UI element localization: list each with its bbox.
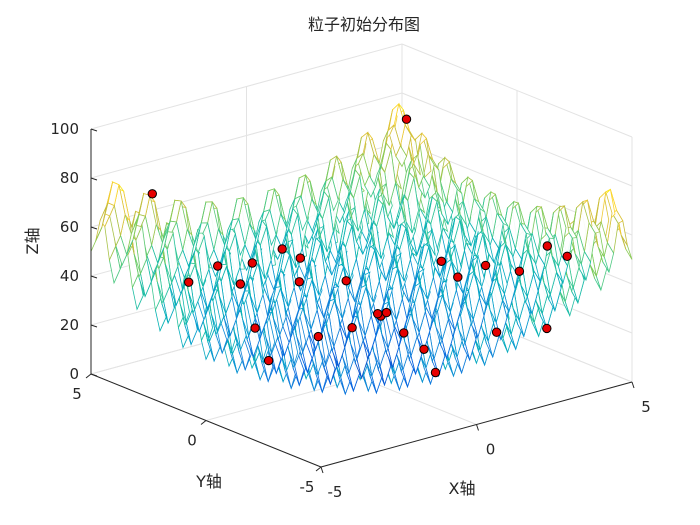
particle-marker xyxy=(295,253,305,263)
z-tick-label: 100 xyxy=(50,120,79,138)
z-axis-label: Z轴 xyxy=(23,228,42,255)
particle-marker xyxy=(277,244,287,254)
particle-marker xyxy=(401,114,412,124)
particle-marker xyxy=(213,261,223,271)
particle-marker xyxy=(381,307,392,318)
x-tick xyxy=(631,381,635,389)
y-tick-label: 0 xyxy=(187,432,197,450)
particle-marker xyxy=(263,355,274,366)
surface-mesh xyxy=(90,102,633,396)
particle-marker xyxy=(373,309,383,319)
particle-marker xyxy=(294,277,304,287)
y-tick xyxy=(200,420,207,425)
z-tick xyxy=(90,373,98,377)
particle-marker xyxy=(491,327,502,337)
particle-marker xyxy=(313,331,323,342)
z-tick xyxy=(90,324,98,328)
particle-marker xyxy=(542,241,552,251)
axes-frame: -5 0 5 -5 0 5 0 20 40 60 80 100 xyxy=(50,120,650,501)
z-tick-label: 0 xyxy=(69,365,79,383)
z-tick xyxy=(90,128,98,132)
z-tick xyxy=(90,226,98,230)
y-tick-label: 5 xyxy=(72,385,82,403)
particle-marker xyxy=(184,277,194,287)
particle-marker xyxy=(436,256,447,266)
z-tick xyxy=(90,177,98,181)
x-tick xyxy=(476,424,479,431)
particle-marker xyxy=(147,189,158,199)
chart-title: 粒子初始分布图 xyxy=(308,15,420,34)
particle-marker xyxy=(419,344,429,354)
x-tick-label: 5 xyxy=(641,398,651,416)
y-axis-label: Y轴 xyxy=(195,472,222,491)
particle-marker xyxy=(250,323,260,333)
x-axis-label: X轴 xyxy=(449,479,476,498)
axes-labels: 粒子初始分布图 X轴 Y轴 Z轴 xyxy=(23,15,475,498)
particle-marker xyxy=(235,279,246,289)
particle-marker xyxy=(247,258,258,268)
z-tick-label: 60 xyxy=(60,218,79,236)
x-tick-label: 0 xyxy=(486,441,496,459)
z-tick-label: 20 xyxy=(60,316,79,334)
particle-markers xyxy=(147,114,572,378)
y-tick-label: -5 xyxy=(300,478,315,496)
particle-marker xyxy=(480,260,491,271)
particle-marker xyxy=(347,323,357,333)
particle-marker xyxy=(430,367,441,378)
particle-marker xyxy=(453,272,463,282)
z-tick-label: 80 xyxy=(60,169,79,187)
x-tick-label: -5 xyxy=(328,483,343,501)
y-tick xyxy=(85,373,92,379)
y-tick xyxy=(315,466,322,472)
particle-marker xyxy=(341,276,351,286)
x-tick xyxy=(320,466,324,474)
particle-marker xyxy=(514,266,525,276)
z-tick-label: 40 xyxy=(60,267,79,285)
surface-cell xyxy=(90,227,103,252)
particle-marker xyxy=(399,328,409,338)
particle-marker xyxy=(542,323,552,334)
z-tick xyxy=(90,275,98,279)
particle-marker xyxy=(562,251,572,261)
